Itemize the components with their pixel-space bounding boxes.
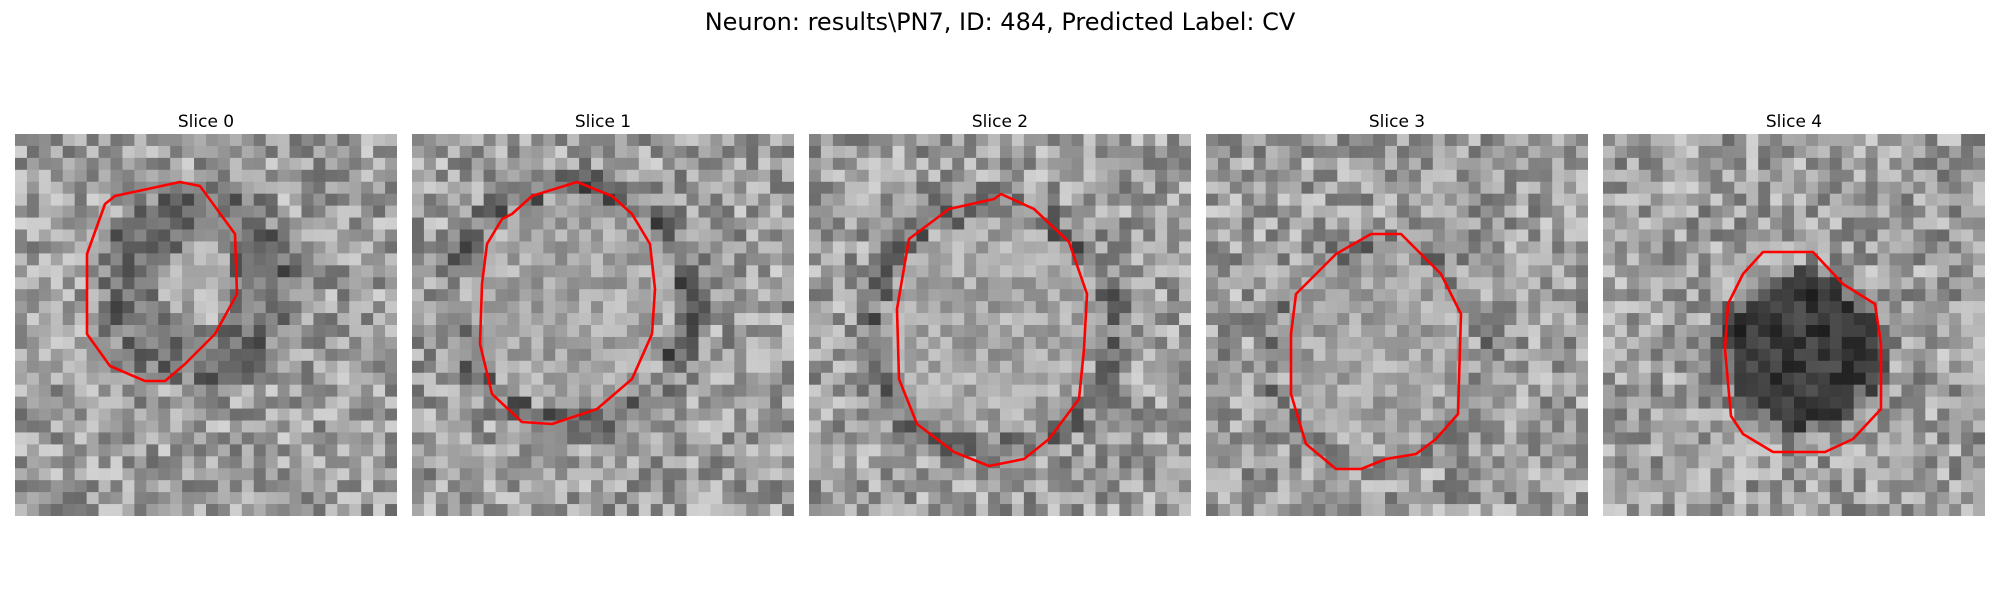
slice-panel-0: Slice 0 xyxy=(15,110,397,516)
slice-panel-4: Slice 4 xyxy=(1603,110,1985,516)
contour-outline-3 xyxy=(1289,232,1463,471)
contour-outline-2 xyxy=(895,192,1089,468)
slice-image-2 xyxy=(809,134,1191,516)
figure-title: Neuron: results\PN7, ID: 484, Predicted … xyxy=(704,8,1296,36)
slice-title-0: Slice 0 xyxy=(177,112,235,132)
slice-image-4 xyxy=(1603,134,1985,516)
slice-title-1: Slice 1 xyxy=(574,112,632,132)
slice-panel-2: Slice 2 xyxy=(809,110,1191,516)
slice-panel-3: Slice 3 xyxy=(1206,110,1588,516)
slice-image-1 xyxy=(412,134,794,516)
contour-outline-1 xyxy=(478,180,657,426)
slice-title-2: Slice 2 xyxy=(971,112,1029,132)
slice-image-0 xyxy=(15,134,397,516)
slice-title-3: Slice 3 xyxy=(1368,112,1426,132)
contour-outline-0 xyxy=(85,180,239,383)
slice-panel-1: Slice 1 xyxy=(412,110,794,516)
contour-outline-4 xyxy=(1723,250,1883,454)
slice-image-3 xyxy=(1206,134,1588,516)
slice-title-4: Slice 4 xyxy=(1765,112,1823,132)
